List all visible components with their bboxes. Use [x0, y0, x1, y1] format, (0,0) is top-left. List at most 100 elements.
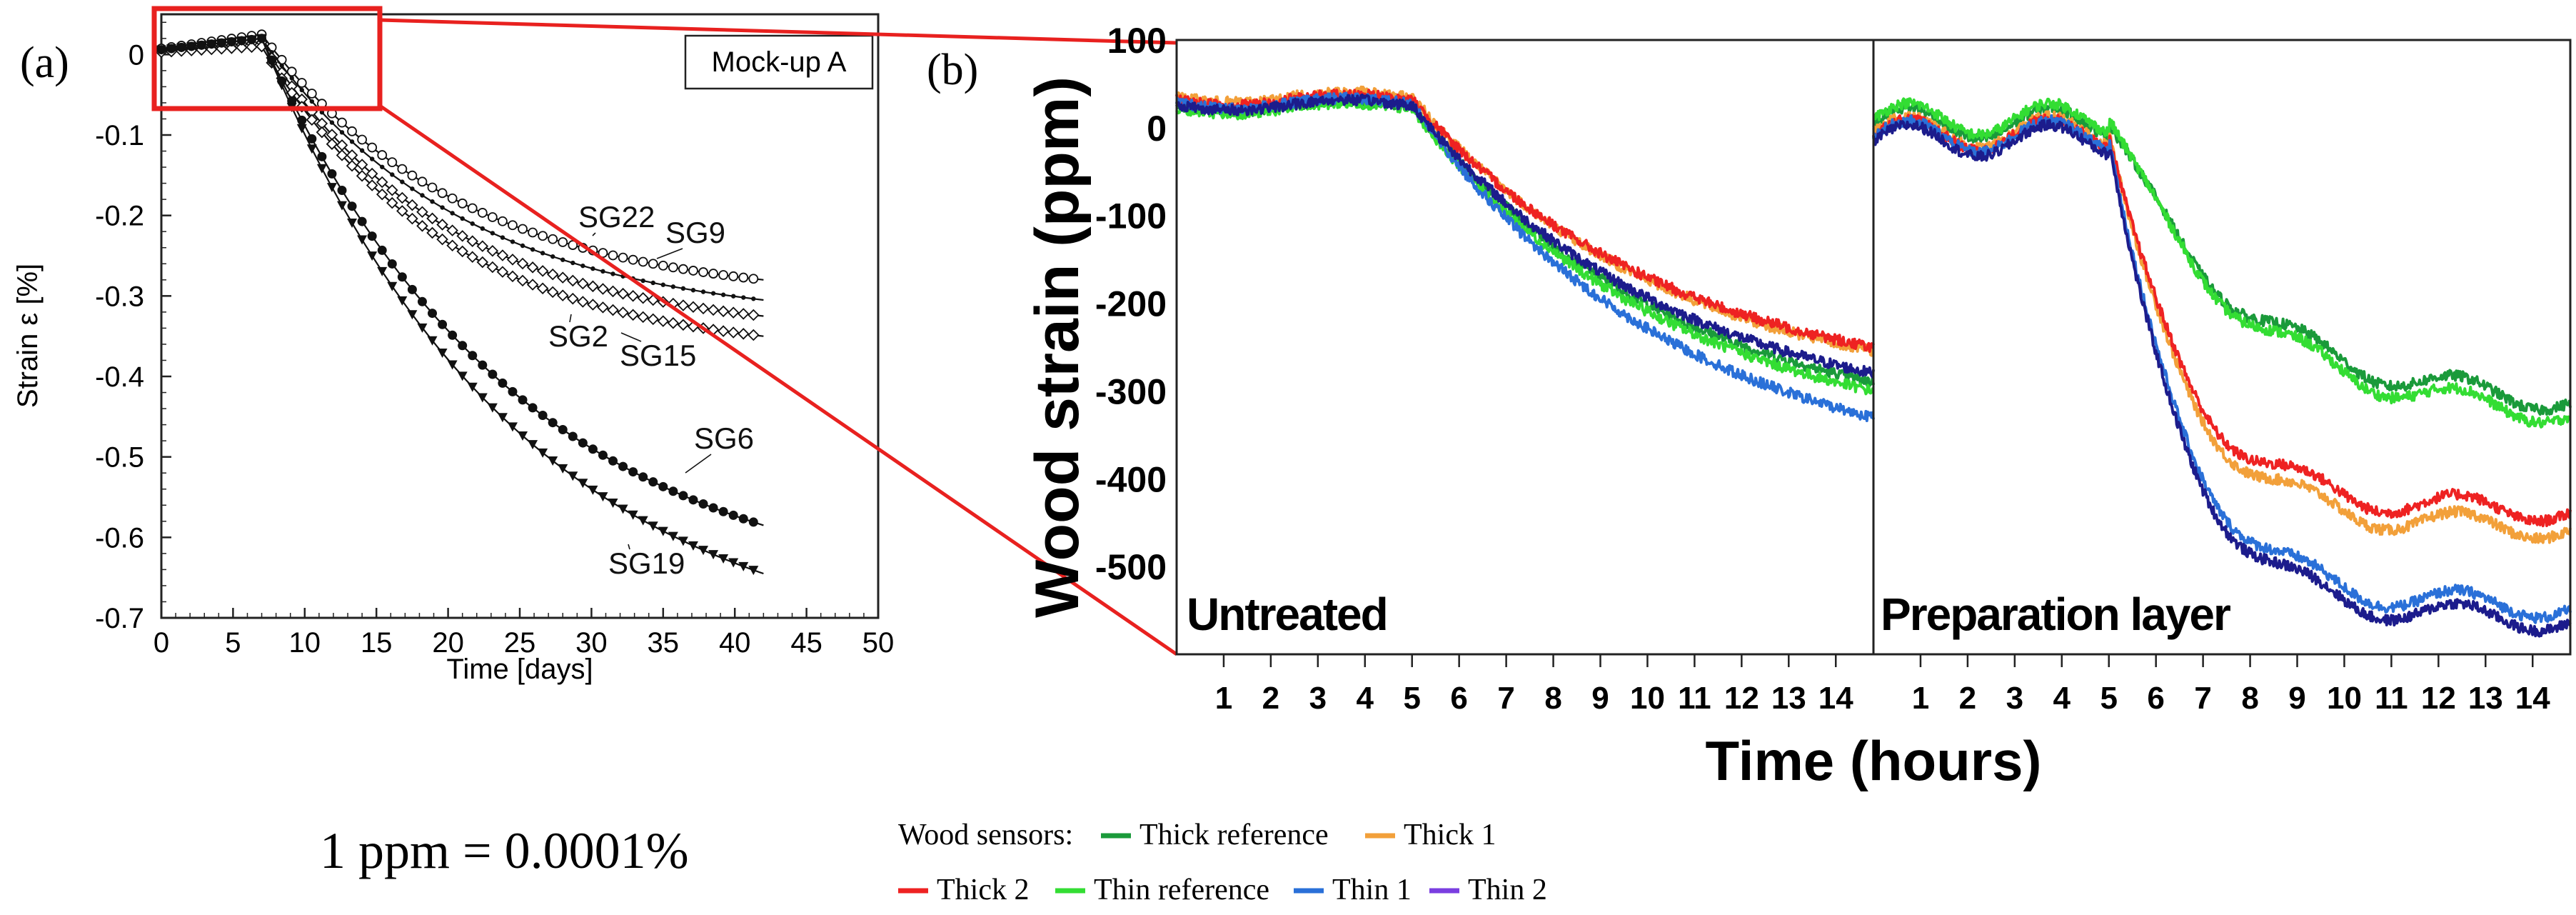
panel-b-x-tick-label: 4: [2053, 681, 2071, 716]
series-marker-sg2: [687, 301, 700, 314]
series-marker-sg15: [446, 239, 458, 252]
unit-conversion-note: 1 ppm = 0.0001%: [320, 822, 689, 879]
series-marker-sg6: [307, 134, 317, 144]
series-marker-sg19: [497, 413, 508, 423]
series-marker-sg19: [748, 566, 759, 576]
series-marker-sg22: [628, 254, 638, 265]
series-label-sg22: SG22: [578, 200, 655, 234]
series-marker-sg19: [206, 39, 217, 49]
series-marker-sg15: [316, 126, 328, 139]
panel-b-x-tick-label: 8: [1544, 681, 1561, 716]
panel-a-x-tick-label: 5: [225, 627, 241, 659]
series-marker-sg19: [236, 36, 247, 46]
series-marker-sg19: [196, 41, 207, 51]
legend-label-thick-1: Thick 1: [1404, 819, 1496, 851]
series-marker-sg6: [628, 467, 638, 477]
series-line-sg2: [161, 41, 764, 317]
zoom-region-box: [151, 6, 383, 111]
panel-b-x-tick-label: 5: [2100, 681, 2117, 716]
series-marker-sg9: [680, 286, 686, 291]
series-label-sg6: SG6: [694, 421, 754, 455]
series-marker-sg2: [577, 277, 589, 290]
series-marker-sg2: [436, 219, 448, 231]
subpanel-preparation-label: Preparation layer: [1881, 589, 2230, 640]
series-marker-sg15: [627, 309, 639, 321]
series-marker-sg9: [650, 280, 655, 286]
series-marker-sg19: [598, 492, 608, 502]
subpanel-preparation-frame: [1872, 39, 2572, 656]
panel-b-x-tick-label: 1: [1215, 681, 1232, 716]
series-marker-sg6: [407, 284, 417, 294]
series-marker-sg19: [326, 183, 337, 193]
series-marker-sg6: [397, 272, 407, 282]
panel-b-x-tick-label: 7: [1497, 681, 1514, 716]
series-marker-sg2: [546, 268, 559, 281]
series-marker-sg9: [359, 148, 365, 153]
series-marker-sg22: [648, 259, 658, 269]
panel-b-x-tick-label: 9: [1591, 681, 1609, 716]
panel-a-y-tick-label: -0.3: [95, 281, 144, 312]
panel-a-y-tick-label: -0.1: [95, 120, 144, 151]
series-marker-sg15: [476, 256, 489, 269]
series-marker-sg9: [440, 205, 445, 210]
series-marker-sg15: [597, 301, 609, 314]
panel-b-x-tick-label: 3: [1309, 681, 1327, 716]
series-untreated-thin-reference: [1175, 96, 1874, 396]
series-marker-sg2: [627, 290, 639, 302]
series-marker-sg6: [488, 369, 498, 379]
series-marker-sg19: [437, 348, 448, 358]
series-marker-sg22: [538, 231, 548, 241]
series-marker-sg9: [500, 235, 505, 240]
series-marker-sg15: [456, 245, 468, 258]
series-marker-sg15: [306, 114, 318, 126]
series-marker-sg6: [337, 185, 347, 195]
series-marker-sg9: [520, 243, 525, 249]
series-marker-sg19: [266, 58, 277, 68]
panel-a-series-group: SG22 SG9 SG2 SG15 SG6 SG19: [155, 29, 764, 580]
series-marker-sg22: [568, 240, 578, 250]
series-marker-sg9: [279, 63, 284, 68]
series-marker-sg9: [430, 199, 435, 204]
series-marker-sg22: [688, 266, 698, 276]
panel-b-y-tick-label: 0: [1147, 109, 1167, 149]
panel-a-x-axis-label: Time [days]: [446, 654, 593, 685]
series-marker-sg6: [668, 486, 678, 496]
panel-b-label: (b): [927, 46, 978, 94]
legend-item-thick-2: Thick 2: [898, 874, 1029, 906]
series-marker-sg19: [447, 360, 458, 370]
series-marker-sg19: [306, 144, 317, 154]
series-sg2: [155, 36, 764, 321]
series-label-sg15: SG15: [620, 339, 696, 372]
series-marker-sg22: [618, 252, 628, 263]
series-marker-sg2: [496, 249, 509, 261]
series-marker-sg15: [376, 188, 388, 201]
series-marker-sg19: [698, 546, 709, 556]
series-marker-sg19: [397, 296, 408, 306]
series-marker-sg9: [369, 156, 375, 161]
series-marker-sg2: [697, 302, 710, 315]
series-marker-sg22: [296, 78, 307, 88]
panel-a-x-tick-label: 35: [648, 627, 680, 659]
series-marker-sg2: [356, 159, 368, 171]
series-sg15: [155, 40, 764, 341]
series-marker-sg22: [728, 271, 739, 281]
series-marker-sg19: [568, 471, 578, 481]
panel-b-x-tick-label: 3: [2006, 681, 2023, 716]
series-leader-sg9: [656, 248, 683, 259]
series-marker-sg15: [216, 42, 228, 55]
series-marker-sg6: [718, 506, 728, 516]
series-marker-sg22: [698, 267, 708, 277]
legend-label-thin-2: Thin 2: [1468, 874, 1547, 906]
series-marker-sg22: [518, 224, 528, 234]
series-leader-sg6: [685, 454, 712, 474]
series-marker-sg9: [600, 269, 605, 274]
series-marker-sg22: [447, 193, 458, 204]
series-label-sg19: SG19: [608, 546, 685, 580]
series-marker-sg22: [437, 188, 448, 199]
panel-b-x-tick-label: 12: [1724, 681, 1759, 716]
series-marker-sg22: [477, 208, 488, 218]
panel-b-x-tick-label: 6: [1450, 681, 1467, 716]
zoom-connector-top: [379, 18, 1177, 45]
series-marker-sg19: [718, 554, 729, 564]
panel-a-plot-frame: [160, 13, 880, 619]
